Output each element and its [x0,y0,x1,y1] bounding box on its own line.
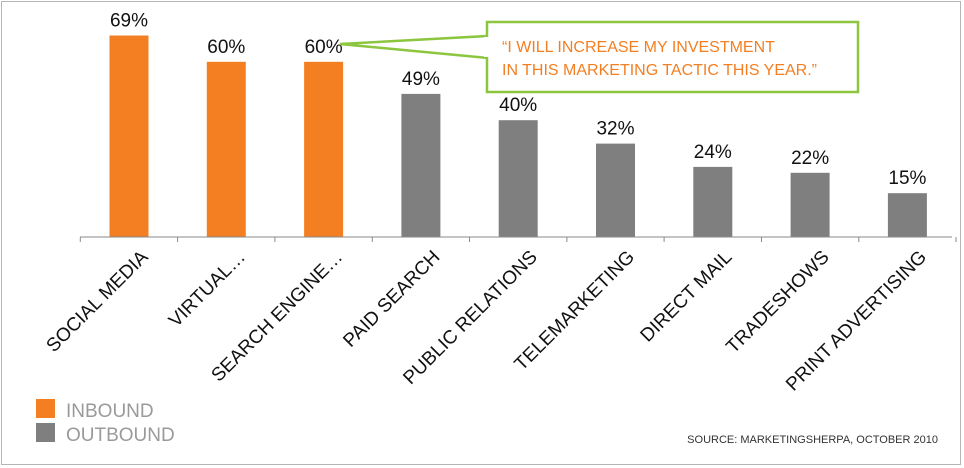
callout-text-line-2: IN THIS MARKETING TACTIC THIS YEAR.” [502,62,817,79]
callout-box [485,20,860,94]
bar-8 [887,193,927,237]
category-label-3: PAID SEARCH [339,247,444,352]
legend-label-inbound: INBOUND [66,401,154,422]
legend-swatch-inbound [36,399,55,418]
x-axis-ticks [79,237,957,242]
legend: INBOUND OUTBOUND [36,399,175,446]
bar-2 [304,61,344,237]
bars-group [109,35,927,238]
legend-swatch-outbound [36,423,55,442]
value-label-0: 69% [110,11,148,32]
category-labels-group: SOCIAL MEDIA VIRTUAL…SEARCH ENGINE…PAID S… [43,246,931,395]
bar-0 [109,35,149,237]
category-label-7: TRADESHOWS [722,247,833,358]
category-label-6: DIRECT MAIL [637,247,737,347]
value-label-1: 60% [207,37,245,58]
source-note: SOURCE: MARKETINGSHERPA, OCTOBER 2010 [687,434,938,446]
category-label-0: SOCIAL MEDIA [43,246,153,356]
value-label-6: 24% [694,142,732,163]
value-label-5: 32% [596,119,634,140]
bar-6 [693,166,733,237]
bar-4 [498,120,538,237]
category-label-1: VIRTUAL… [165,247,250,332]
value-label-7: 22% [791,148,829,169]
legend-label-outbound: OUTBOUND [66,425,175,446]
bar-3 [401,93,441,238]
value-label-2: 60% [305,37,343,58]
bar-7 [790,172,830,237]
callout-pointer [339,34,490,60]
value-label-8: 15% [888,168,926,189]
bar-5 [596,143,635,237]
callout: “I WILL INCREASE MY INVESTMENT IN THIS M… [339,20,860,94]
callout-joint-mask [484,37,490,57]
callout-text-line-1: “I WILL INCREASE MY INVESTMENT [502,39,775,56]
value-label-4: 40% [499,95,537,116]
value-label-3: 49% [402,69,440,90]
value-labels-group: 69% 60% 60% 49% 40% 32% 24% 22% 15% [110,11,927,190]
bar-1 [206,61,246,237]
